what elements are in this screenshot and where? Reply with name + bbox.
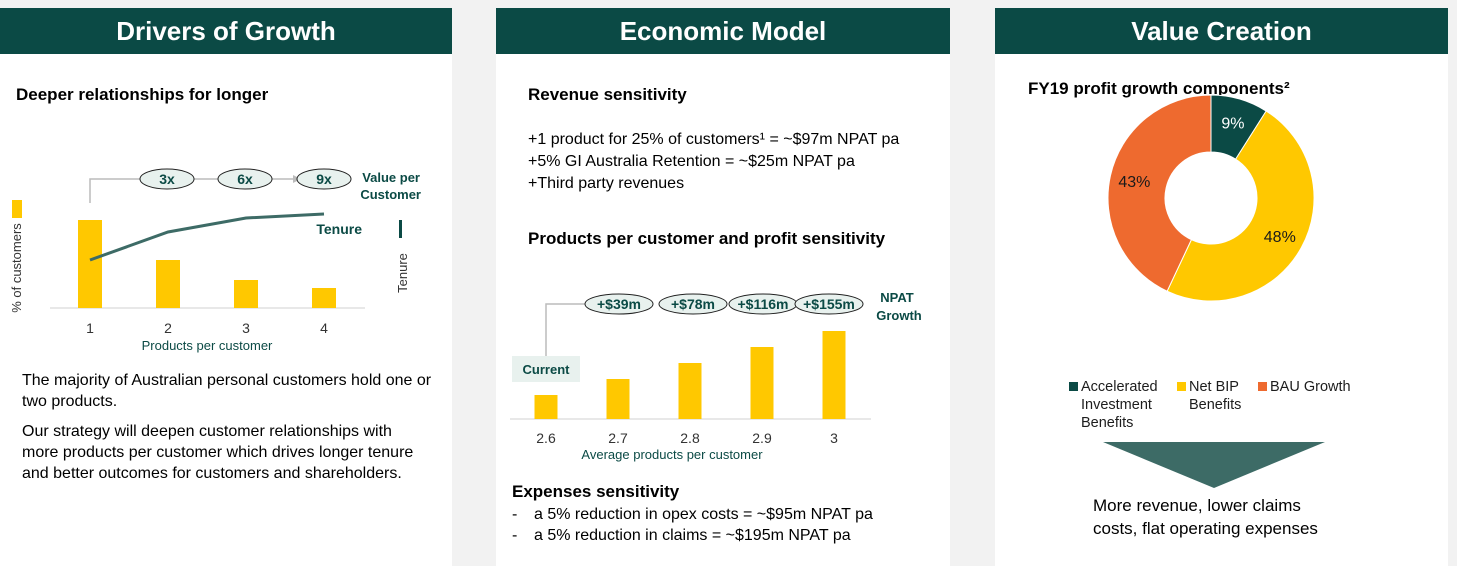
panel-header: Drivers of Growth [0, 8, 452, 54]
expenses-line-1-text: a 5% reduction in opex costs = ~$95m NPA… [534, 506, 873, 523]
tenure-axis-label: Tenure [395, 253, 410, 293]
npat-label: +$39m [597, 296, 641, 312]
panel-value-creation: Value Creation FY19 profit growth compon… [995, 8, 1448, 566]
npat-label: +$116m [738, 296, 789, 312]
legend-label: Benefits [1081, 415, 1134, 431]
customers-chart: % of customers Tenure Tenure 1 2 3 4 Products… [9, 168, 421, 353]
x-axis-label: Products per customer [142, 338, 273, 353]
npat-title-line-1: NPAT [880, 290, 914, 305]
bullet: - [512, 506, 518, 523]
legend-swatch-tenure [399, 220, 402, 238]
y-axis-label: % of customers [9, 223, 24, 313]
x-axis-label: Average products per customer [581, 447, 763, 462]
legend-label: Net BIP [1189, 379, 1239, 395]
bar-4 [312, 288, 336, 308]
legend-label: Benefits [1189, 397, 1242, 413]
slice-label: 48% [1264, 229, 1296, 246]
legend-label: BAU Growth [1270, 379, 1351, 395]
npat-label: +$155m [803, 296, 855, 312]
x-tick-label: 3 [830, 430, 838, 446]
x-tick-label: 3 [242, 320, 250, 336]
multiplier-title-line-2: Customer [360, 187, 421, 202]
panel-subtitle: FY19 profit growth components² [1028, 79, 1290, 98]
bar-3 [234, 280, 258, 308]
expenses-sensitivity-title: Expenses sensitivity [512, 482, 680, 501]
legend-swatch [1177, 382, 1186, 391]
npat-badge [794, 293, 864, 315]
npat-badge [584, 293, 654, 315]
revenue-line-1: +1 product for 25% of customers¹ = ~$97m… [528, 131, 900, 148]
multiplier-label: 9x [316, 171, 332, 187]
multiplier-badge [139, 168, 195, 190]
products-sensitivity-title: Products per customer and profit sensiti… [528, 229, 886, 248]
multiplier-title-line-1: Value per [362, 170, 420, 185]
npat-title-line-2: Growth [876, 308, 922, 323]
bar-3 [822, 331, 846, 419]
expenses-line-2-text: a 5% reduction in claims = ~$195m NPAT p… [534, 527, 851, 544]
current-label: Current [523, 362, 571, 377]
bar-2.8 [678, 363, 702, 419]
multiplier-label: 3x [159, 171, 175, 187]
bar-2 [156, 260, 180, 308]
tenure-line [89, 212, 325, 262]
bar-2.6 [534, 395, 558, 419]
connector-line [545, 303, 586, 356]
multiplier-badge [217, 168, 273, 190]
bullet: - [512, 527, 518, 544]
x-tick-label: 2 [164, 320, 172, 336]
x-tick-label: 2.7 [608, 430, 628, 446]
x-tick-label: 2.6 [536, 430, 556, 446]
conclusion-line-1: More revenue, lower claims [1093, 496, 1301, 515]
expenses-line-1: -a 5% reduction in opex costs = ~$95m NP… [512, 504, 873, 525]
x-tick-label: 2.9 [752, 430, 772, 446]
bar-2.7 [606, 379, 630, 419]
donut-slice [1166, 110, 1315, 302]
expenses-line-2: -a 5% reduction in claims = ~$195m NPAT … [512, 525, 851, 546]
legend-swatch [1069, 382, 1078, 391]
panel-economic-model: Economic Model Revenue sensitivity +1 pr… [496, 8, 950, 566]
revenue-sensitivity-title: Revenue sensitivity [528, 85, 687, 104]
revenue-line-2: +5% GI Australia Retention = ~$25m NPAT … [528, 153, 855, 170]
legend-label: Accelerated [1081, 379, 1158, 395]
series-label-tenure: Tenure [316, 221, 362, 237]
paragraph-strategy: Our strategy will deepen customer relati… [22, 423, 414, 482]
paragraph-majority: The majority of Australian personal cust… [22, 372, 432, 410]
donut-slice [1107, 94, 1212, 292]
x-tick-label: 1 [86, 320, 94, 336]
legend-swatch [1258, 382, 1267, 391]
legend-label: Investment [1081, 397, 1152, 413]
panel-subtitle: Deeper relationships for longer [16, 85, 269, 104]
slice-label: 9% [1221, 116, 1244, 133]
npat-label: +$78m [671, 296, 715, 312]
down-arrow-icon [1103, 442, 1325, 488]
conclusion-line-2: costs, flat operating expenses [1093, 519, 1318, 538]
revenue-line-3: +Third party revenues [528, 175, 685, 192]
connector-line [89, 178, 140, 203]
bar-2.9 [750, 347, 774, 419]
x-tick-label: 2.8 [680, 430, 700, 446]
panel-header: Economic Model [496, 8, 950, 54]
bar-1 [78, 220, 102, 308]
multiplier-label: 6x [237, 171, 253, 187]
legend-swatch-customers [12, 200, 22, 218]
panel-header: Value Creation [995, 8, 1448, 54]
current-box [512, 356, 580, 382]
slice-label: 43% [1118, 174, 1150, 191]
npat-badge [658, 293, 728, 315]
x-tick-label: 4 [320, 320, 328, 336]
panel-drivers-of-growth: Drivers of Growth Deeper relationships f… [0, 8, 452, 566]
multiplier-badge [296, 168, 352, 190]
profit-donut-chart: 9% 48% 43% [1107, 94, 1315, 302]
products-chart: 2.6 2.7 2.8 2.9 3 Average products per custom… [510, 290, 922, 462]
